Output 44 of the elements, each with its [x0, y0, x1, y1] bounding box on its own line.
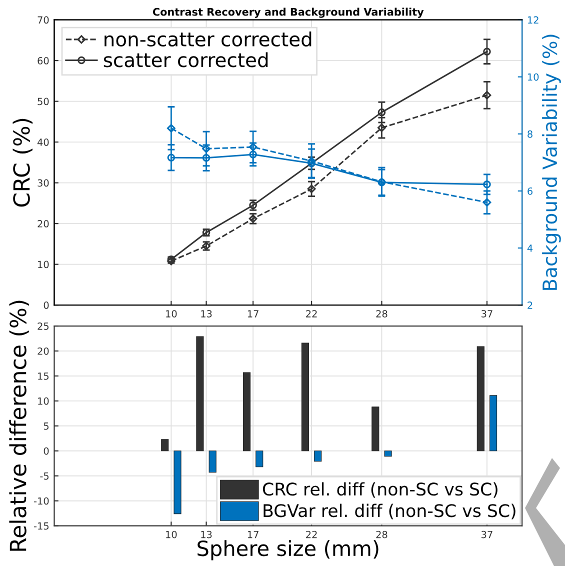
y-tick-label: 30 [38, 179, 49, 187]
x-tick-label: 10 [166, 310, 177, 318]
y2-tick-label: 10 [528, 73, 539, 81]
y-axis-title: CRC (%) [12, 118, 33, 207]
x-tick-label: 22 [306, 310, 317, 318]
x-tick-label: 17 [248, 530, 258, 538]
y2-tick-label: 2 [528, 302, 532, 309]
x-tick-label: 22 [306, 530, 317, 538]
chart-title: Contrast Recovery and Background Variability [152, 8, 424, 18]
x-tick-label: 13 [201, 530, 212, 538]
x-tick-label: 13 [201, 310, 212, 318]
y-tick-label: -10 [34, 497, 49, 505]
y-tick-label: 5 [44, 422, 49, 430]
x-tick-label: 10 [166, 530, 177, 538]
y-tick-label: 40 [37, 138, 49, 146]
y-tick-label: 20 [38, 220, 49, 228]
y-tick-label: 10 [38, 397, 49, 405]
y-tick-label: 0 [44, 447, 49, 455]
legend-label: scatter corrected [104, 52, 268, 68]
y-tick-label: 0 [44, 302, 49, 309]
y-tick-label: 70 [38, 16, 49, 24]
y2-tick-label: 6 [528, 187, 532, 195]
y-tick-label: -15 [34, 522, 49, 530]
y-tick-label: 50 [38, 98, 49, 106]
x-tick-label: 28 [376, 310, 388, 318]
legend-label: CRC rel. diff (non-SC vs SC) [262, 482, 498, 498]
x-tick-label: 37 [482, 310, 492, 318]
y-tick-label: 25 [38, 322, 49, 330]
x-axis-title: Sphere size (mm) [198, 540, 378, 560]
y-tick-label: 60 [38, 57, 49, 64]
y-tick-label: 15 [38, 372, 49, 380]
y-tick-label: 10 [38, 260, 49, 268]
y-axis-title: Relative difference (%) [9, 300, 30, 551]
y-tick-label: -5 [40, 472, 49, 480]
y2-axis-title: Background Variability (%) [542, 34, 561, 290]
y2-tick-label: 8 [528, 130, 532, 138]
x-tick-label: 37 [482, 530, 492, 538]
legend-label: BGVar rel. diff (non-SC vs SC) [264, 504, 516, 520]
x-tick-label: 17 [248, 310, 258, 318]
legend-label: non-scatter corrected [104, 31, 312, 47]
y2-tick-label: 4 [527, 244, 533, 252]
y2-tick-label: 12 [528, 16, 538, 24]
y-tick-label: 20 [38, 347, 49, 355]
x-tick-label: 28 [376, 530, 388, 538]
